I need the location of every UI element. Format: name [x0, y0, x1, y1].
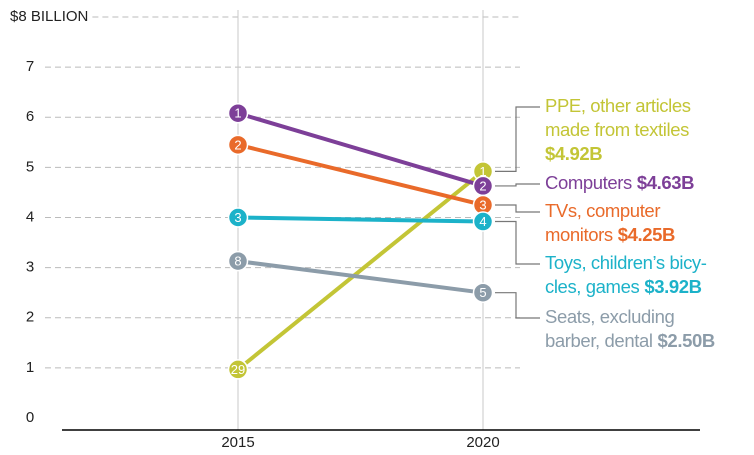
connector [495, 106, 540, 172]
value-label: $4.92B [545, 143, 602, 164]
point [472, 282, 494, 303]
label-line: made from textiles [545, 119, 689, 140]
rank-label: 5 [479, 285, 486, 300]
label-line: cles, games [545, 276, 639, 297]
value-label: $3.92B [644, 276, 701, 297]
y-tick-label: 3 [26, 259, 34, 276]
y-tick-label: 7 [26, 58, 34, 75]
point [472, 211, 494, 232]
series-label: Seats, excluding barber, dental $2.50B [545, 306, 715, 351]
label-line: TVs, computer [545, 200, 660, 221]
value-label: $4.63B [637, 172, 694, 193]
y-tick-label: 1 [26, 359, 34, 376]
connector [495, 204, 540, 213]
connector [495, 292, 540, 319]
rank-label: 3 [479, 197, 486, 212]
series-label: Computers $4.63B [545, 172, 694, 193]
label-line: PPE, other articles [545, 95, 691, 116]
connector [495, 220, 540, 265]
rank-label: 2 [234, 137, 241, 152]
rank-label: 2 [479, 178, 486, 193]
label-line: Computers [545, 172, 632, 193]
y-tick-label: 4 [26, 208, 34, 225]
series-label: PPE, other articles made from textiles $4.… [545, 95, 691, 164]
slope-line [236, 169, 485, 371]
x-tick-label: 2015 [221, 434, 254, 451]
label-line: Seats, excluding [545, 306, 674, 327]
rank-label: 1 [234, 106, 241, 121]
point [227, 102, 249, 124]
y-tick-label: 0 [26, 409, 34, 426]
rank-label: 4 [479, 214, 486, 229]
point [227, 359, 249, 380]
y-tick-label: 5 [26, 158, 34, 175]
connector [495, 183, 540, 187]
y-tick-label: 6 [26, 108, 34, 125]
point [227, 207, 249, 228]
rank-label: 29 [231, 362, 245, 377]
rank-label: 3 [234, 210, 241, 225]
point [227, 250, 249, 272]
y-tick-label: $8 BILLION [10, 8, 88, 25]
x-tick-label: 2020 [466, 434, 499, 451]
value-label: $4.25B [618, 224, 675, 245]
rank-label: 8 [234, 254, 241, 269]
y-tick-label: 2 [26, 309, 34, 326]
slope-line [237, 215, 484, 224]
label-line: barber, dental [545, 330, 653, 351]
label-line: monitors [545, 224, 613, 245]
series-label: TVs, computer monitors $4.25B [545, 200, 675, 245]
value-label: $2.50B [658, 330, 715, 351]
slope-line [237, 111, 484, 188]
slope-line [237, 259, 484, 295]
label-line: Toys, children’s bicy- [545, 252, 707, 273]
point [227, 134, 249, 156]
slope-line [237, 142, 484, 207]
rank-label: 1 [479, 164, 486, 179]
series-label: Toys, children’s bicy-cles, games $3.92B [545, 252, 707, 297]
